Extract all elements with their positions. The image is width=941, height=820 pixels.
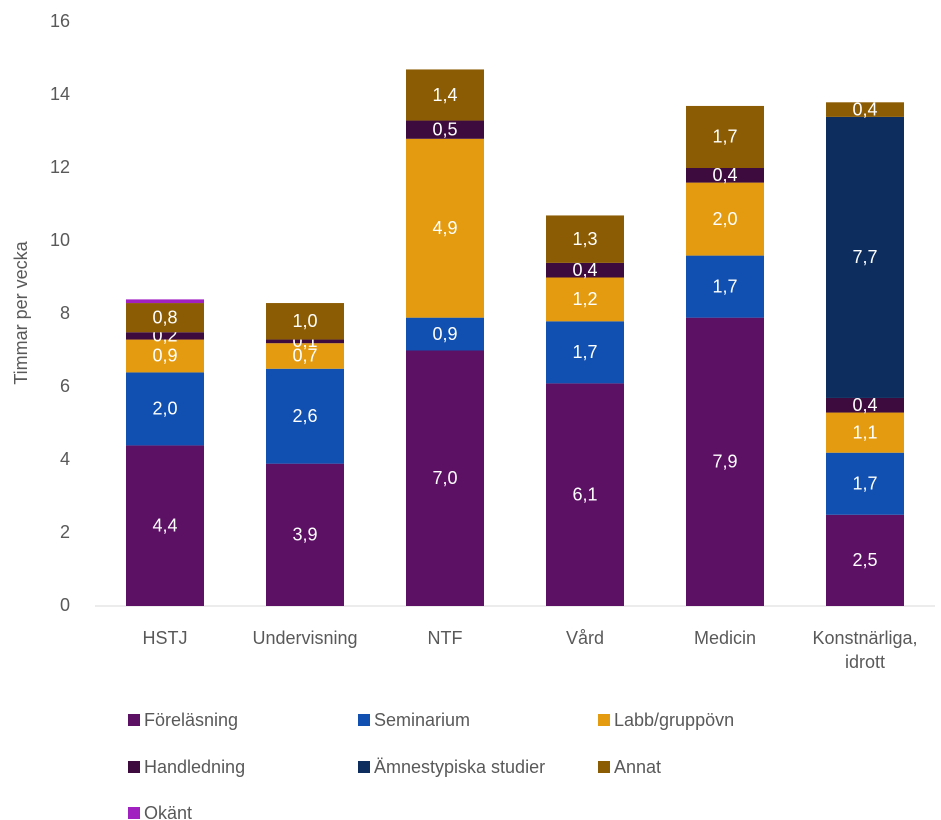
data-label: 4,4 <box>152 515 177 535</box>
bar-segment <box>406 69 484 121</box>
y-tick-label: 14 <box>50 84 70 104</box>
bar-segment <box>546 383 624 606</box>
bar-segment <box>546 321 624 384</box>
x-tick-label: HSTJ <box>142 628 188 648</box>
bar-segment <box>826 514 904 606</box>
x-tick-label: NTF <box>427 628 463 648</box>
bar-segment <box>826 452 904 515</box>
bar-segment <box>266 463 344 606</box>
data-label: 0,5 <box>432 119 457 139</box>
data-label: 0,8 <box>152 307 177 327</box>
bar-segment <box>686 168 764 183</box>
bar-segment <box>826 102 904 117</box>
bar-segment <box>686 182 764 256</box>
bar-segment <box>686 255 764 318</box>
data-label: 7,9 <box>712 452 737 472</box>
bar-segment <box>686 317 764 606</box>
y-tick-label: 2 <box>60 522 70 542</box>
legend-swatch <box>128 714 140 726</box>
data-label: 2,0 <box>152 399 177 419</box>
data-label: 1,7 <box>852 473 877 493</box>
bar-segment <box>126 332 204 340</box>
bar-segment <box>826 412 904 453</box>
data-label: 1,7 <box>712 276 737 296</box>
bar-segment <box>826 116 904 398</box>
legend-label: Föreläsning <box>144 710 238 730</box>
bar-segment <box>406 317 484 351</box>
data-label: 1,1 <box>852 422 877 442</box>
data-label: 2,0 <box>712 209 737 229</box>
bar-segment <box>686 105 764 168</box>
legend-swatch <box>598 714 610 726</box>
y-tick-label: 10 <box>50 230 70 250</box>
data-label: 0,9 <box>152 346 177 366</box>
y-tick-label: 4 <box>60 449 70 469</box>
y-tick-label: 12 <box>50 157 70 177</box>
x-tick-label: Medicin <box>693 628 757 648</box>
data-label: 1,0 <box>292 311 317 331</box>
bar-segment <box>126 303 204 333</box>
legend-label: Okänt <box>144 803 192 820</box>
legend-label: Ämnestypiska studier <box>374 757 545 777</box>
legend-swatch <box>358 761 370 773</box>
data-label: 0,7 <box>292 346 317 366</box>
bar-segment <box>406 350 484 606</box>
bar-segment <box>406 120 484 139</box>
data-label: 7,7 <box>852 247 877 267</box>
bar-segment <box>546 277 624 322</box>
x-tick-label: Konstnärliga, idrott <box>812 628 918 672</box>
bar-segment <box>266 368 344 464</box>
legend-label: Handledning <box>144 757 245 777</box>
data-label: 2,6 <box>292 406 317 426</box>
y-tick-label: 8 <box>60 303 70 323</box>
legend-label: Labb/gruppövn <box>614 710 734 730</box>
data-label: 4,9 <box>432 218 457 238</box>
bar-segment <box>126 299 204 304</box>
bar-segment <box>266 303 344 340</box>
data-label: 6,1 <box>572 484 597 504</box>
bar-segment <box>406 138 484 318</box>
data-label: 3,9 <box>292 525 317 545</box>
bar-segment <box>266 343 344 369</box>
data-label: 0,9 <box>432 324 457 344</box>
data-label: 1,4 <box>432 85 457 105</box>
bar-segment <box>126 339 204 373</box>
data-label: 2,5 <box>852 550 877 570</box>
bar-segment <box>826 397 904 413</box>
y-tick-label: 0 <box>60 595 70 615</box>
data-label: 0,4 <box>572 260 597 280</box>
bar-segment <box>546 262 624 278</box>
data-label: 1,7 <box>572 342 597 362</box>
x-tick-label: Undervisning <box>252 628 358 648</box>
legend-label: Seminarium <box>374 710 470 730</box>
data-label: 1,7 <box>712 127 737 147</box>
data-label: 0,4 <box>712 165 737 185</box>
legend-swatch <box>128 761 140 773</box>
data-label: 1,3 <box>572 229 597 249</box>
x-tick-label: Vård <box>565 628 605 648</box>
legend-swatch <box>358 714 370 726</box>
data-label: 0,4 <box>852 99 877 119</box>
bar-segment <box>126 372 204 446</box>
data-label: 7,0 <box>432 468 457 488</box>
y-tick-label: 16 <box>50 11 70 31</box>
bar-segment <box>266 339 344 344</box>
legend-swatch <box>128 807 140 819</box>
legend-label: Annat <box>614 757 661 777</box>
y-axis-title: Timmar per vecka <box>11 240 31 384</box>
data-label: 1,2 <box>572 289 597 309</box>
legend-swatch <box>598 761 610 773</box>
y-tick-label: 6 <box>60 376 70 396</box>
bar-segment <box>546 215 624 263</box>
bar-segment <box>126 445 204 606</box>
data-label: 0,4 <box>852 395 877 415</box>
